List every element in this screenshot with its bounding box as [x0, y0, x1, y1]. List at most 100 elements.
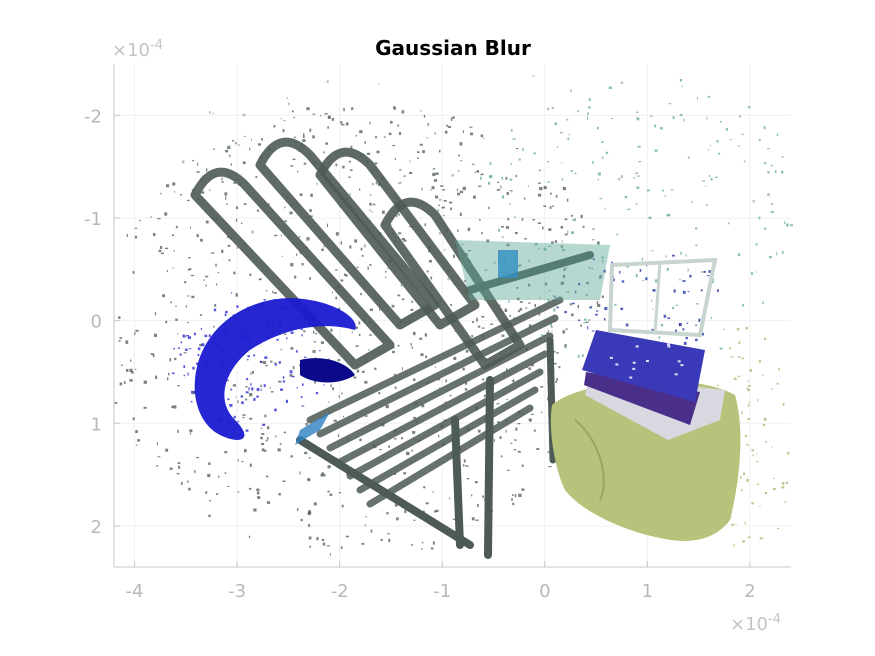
cloud-point — [512, 138, 516, 140]
cloud-point — [695, 244, 698, 247]
cloud-point — [781, 486, 785, 489]
cloud-point — [567, 137, 570, 141]
cloud-point — [296, 253, 298, 256]
cloud-point — [296, 386, 298, 389]
cloud-point — [245, 391, 249, 394]
cloud-point — [539, 186, 543, 191]
cloud-point — [431, 186, 435, 190]
cloud-point — [158, 249, 162, 253]
cloud-point — [586, 281, 589, 285]
cloud-point — [610, 118, 613, 120]
cloud-point — [355, 135, 358, 137]
cloud-point — [771, 388, 773, 390]
cloud-point — [572, 218, 575, 221]
cloud-point — [465, 465, 469, 467]
cloud-point — [256, 488, 260, 492]
cloud-point — [462, 130, 464, 134]
cloud-point — [547, 299, 550, 302]
cloud-point — [330, 328, 333, 332]
cloud-point — [451, 174, 454, 177]
cloud-point — [461, 243, 464, 246]
cloud-point — [260, 384, 262, 388]
cloud-point — [333, 419, 337, 422]
cloud-point — [421, 404, 425, 408]
cloud-point — [450, 304, 452, 306]
cloud-point — [230, 163, 233, 166]
cloud-point — [761, 374, 764, 376]
cloud-point — [430, 276, 433, 280]
cloud-point — [384, 276, 387, 279]
cloud-point — [570, 214, 573, 217]
cloud-point — [500, 455, 503, 458]
cloud-point — [625, 323, 629, 327]
cloud-point — [562, 274, 566, 278]
cloud-point — [164, 212, 168, 216]
cloud-point — [300, 518, 303, 522]
cloud-point — [695, 227, 698, 230]
cloud-point — [603, 269, 606, 273]
chair-arm — [466, 251, 594, 294]
cloud-point — [552, 205, 555, 207]
cloud-point — [134, 235, 138, 239]
cloud-point — [534, 304, 537, 308]
cloud-point — [506, 243, 510, 247]
cloud-point — [717, 152, 721, 155]
cloud-point — [776, 133, 778, 137]
cloud-point — [518, 493, 522, 497]
cloud-point — [166, 184, 170, 188]
cloud-point — [588, 106, 591, 109]
cloud-point — [599, 198, 603, 200]
cloud-point — [742, 303, 745, 307]
cloud-point — [687, 156, 690, 159]
cloud-point — [309, 277, 311, 280]
cloud-point — [672, 306, 675, 310]
cloud-point — [548, 465, 552, 468]
cloud-point — [548, 245, 552, 247]
cloud-point — [247, 306, 249, 308]
cloud-point — [185, 335, 189, 337]
cloud-point — [227, 235, 229, 239]
cloud-point — [620, 307, 624, 311]
cloud-point — [196, 171, 200, 173]
cloud-point — [288, 102, 290, 106]
book-middle — [584, 372, 700, 425]
cloud-point — [283, 431, 286, 434]
cloud-point — [603, 317, 606, 321]
cloud-point — [552, 295, 556, 297]
cloud-point — [397, 213, 400, 216]
book-text-speck — [632, 367, 636, 370]
cloud-point — [359, 130, 363, 134]
cloud-point — [361, 370, 365, 373]
cloud-point — [297, 170, 299, 173]
cloud-point — [483, 394, 487, 397]
cloud-point — [279, 388, 284, 391]
cloud-point — [388, 445, 390, 448]
cloud-point — [235, 206, 239, 210]
y-tick-label: -1 — [84, 209, 102, 230]
cloud-point — [514, 439, 517, 441]
cloud-point — [290, 263, 294, 267]
cloud-point — [323, 244, 326, 248]
cloud-point — [388, 538, 391, 543]
cloud-point — [192, 159, 195, 162]
chair-seat-slat — [346, 368, 544, 480]
cloud-point — [555, 380, 557, 384]
cloud-point — [237, 144, 241, 146]
cloud-point — [511, 498, 513, 501]
cloud-point — [471, 494, 473, 497]
cloud-point — [588, 319, 591, 321]
cloud-point — [371, 211, 374, 213]
cloud-point — [460, 160, 463, 162]
cloud-point — [742, 472, 745, 476]
cloud-point — [221, 249, 224, 253]
cloud-point — [419, 143, 423, 146]
cloud-point — [596, 301, 599, 305]
cloud-point — [765, 441, 768, 443]
cloud-point — [474, 481, 478, 484]
cloud-point — [262, 361, 266, 364]
cloud-point — [307, 478, 311, 481]
cloud-point — [343, 107, 345, 112]
cloud-point — [119, 337, 123, 339]
cloud-point — [408, 226, 413, 228]
cloud-point — [177, 333, 179, 335]
